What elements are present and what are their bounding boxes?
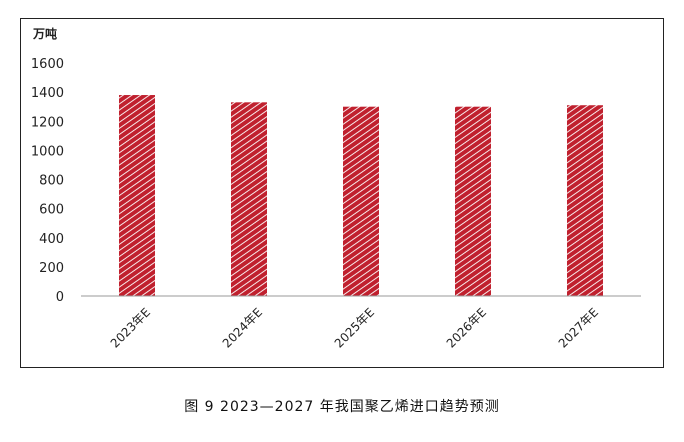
figure-caption: 图 9 2023—2027 年我国聚乙烯进口趋势预测 (184, 399, 500, 415)
x-tick-label: 2025年E (332, 305, 377, 350)
x-tick-label: 2024年E (220, 305, 265, 350)
y-unit-label: 万吨 (32, 26, 57, 41)
y-tick-label: 1400 (31, 86, 64, 101)
y-tick-label: 0 (56, 290, 64, 305)
bar-2027年E (567, 105, 603, 296)
y-tick-label: 200 (39, 261, 64, 276)
bar-chart: 万吨 0 200 400 600 800 1000 1200 1400 1600 2023年E 2… (31, 26, 641, 351)
x-tick-label: 2027年E (556, 305, 601, 350)
bar-2024年E (231, 102, 267, 296)
y-tick-label: 1600 (31, 57, 64, 72)
bar-2025年E (343, 106, 379, 296)
y-tick-label: 800 (39, 174, 64, 189)
y-tick-label: 600 (39, 203, 64, 218)
bar-2023年E (119, 95, 155, 296)
x-tick-label: 2023年E (108, 305, 153, 350)
y-tick-label: 1200 (31, 115, 64, 130)
y-tick-label: 400 (39, 232, 64, 247)
y-tick-label: 1000 (31, 144, 64, 159)
x-tick-label: 2026年E (444, 305, 489, 350)
bar-2026年E (455, 106, 491, 296)
chart-frame: 万吨 0 200 400 600 800 1000 1200 1400 1600 2023年E 2… (20, 18, 664, 368)
